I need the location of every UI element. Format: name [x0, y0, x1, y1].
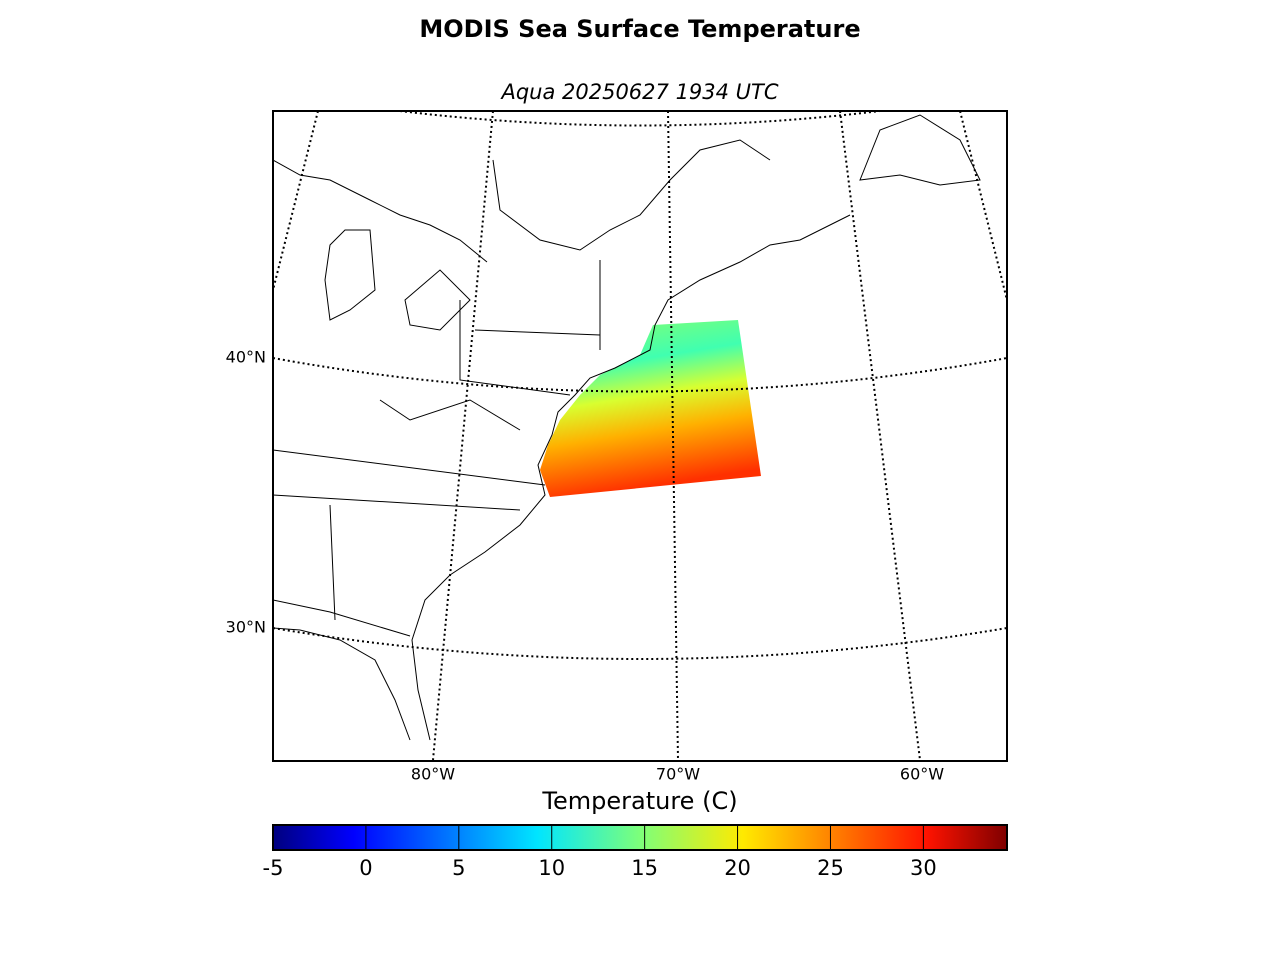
- lon-label: 70°W: [656, 765, 700, 784]
- coastline: [273, 114, 981, 741]
- sst-swath: [540, 320, 761, 497]
- map-body: [273, 111, 1007, 761]
- lat-label: 40°N: [226, 348, 266, 367]
- subtitle: Aqua 20250627 1934 UTC: [499, 80, 778, 104]
- colorbar-tick-label: 20: [724, 856, 751, 880]
- colorbar-tick-label: -5: [263, 856, 284, 880]
- graticule: [273, 111, 1007, 761]
- colorbar-tick-label: 15: [631, 856, 658, 880]
- colorbar-tick-label: 0: [359, 856, 372, 880]
- title: MODIS Sea Surface Temperature: [419, 15, 860, 43]
- map-frame: [272, 110, 1008, 762]
- colorbar: [272, 824, 1008, 851]
- colorbar-label: Temperature (C): [541, 787, 737, 815]
- colorbar-tick-label: 30: [910, 856, 937, 880]
- lon-label: 80°W: [411, 765, 455, 784]
- colorbar-tick-label: 25: [817, 856, 844, 880]
- lat-label: 30°N: [226, 618, 266, 637]
- lon-label: 60°W: [900, 765, 944, 784]
- colorbar-tick-label: 10: [538, 856, 565, 880]
- colorbar-tick-label: 5: [452, 856, 465, 880]
